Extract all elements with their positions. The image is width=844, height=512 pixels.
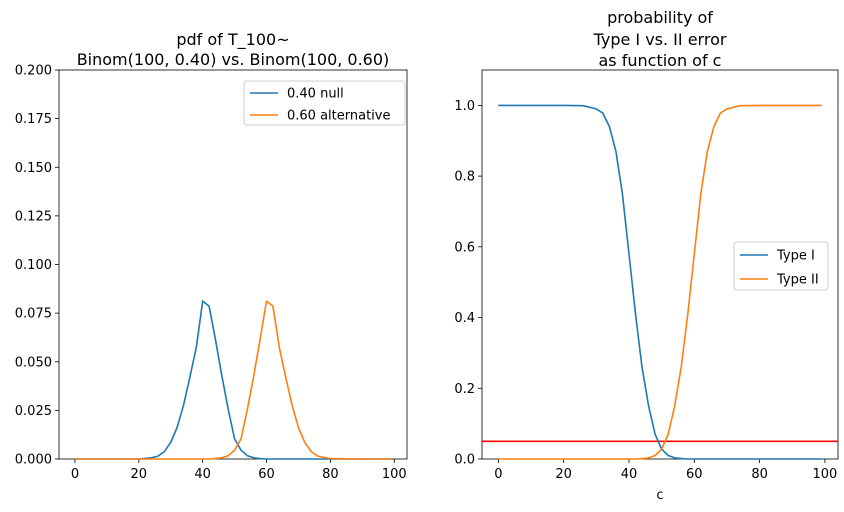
chart-title-line: as function of c: [599, 51, 722, 70]
x-tick-label: 20: [131, 467, 148, 482]
x-tick-label: 40: [194, 467, 211, 482]
legend-box: [243, 80, 406, 126]
chart-title-line: Type I vs. II error: [593, 30, 727, 49]
x-tick-label: 100: [382, 467, 407, 482]
series-line-2: [75, 300, 391, 460]
x-tick-label: 40: [621, 467, 638, 482]
legend-label: 0.60 alternative: [287, 109, 390, 124]
y-tick-label: 0.075: [15, 307, 52, 322]
x-tick-label: 0: [494, 467, 502, 482]
axes-frame: [58, 69, 408, 460]
y-tick-label: 0.150: [15, 161, 52, 176]
axes-frame: [481, 69, 839, 460]
y-tick-label: 0.0: [454, 453, 475, 468]
y-tick-label: 0.025: [15, 404, 52, 419]
x-tick-label: 60: [686, 467, 703, 482]
legend: Type I Type II: [733, 241, 829, 291]
series-line-2: [498, 104, 822, 460]
y-tick-label: 0.6: [454, 240, 475, 255]
chart-title-line: pdf of T_100~: [176, 30, 289, 50]
x-tick-label: 0: [71, 467, 79, 482]
legend-label: Type II: [776, 273, 819, 288]
y-tick-label: 0.000: [15, 453, 52, 468]
y-tick-label: 0.4: [454, 311, 475, 326]
y-tick-label: 0.2: [454, 382, 475, 397]
series-line-1: [75, 300, 391, 460]
chart-panel-1: pdf of T_100~Binom(100, 0.40) vs. Binom(…: [15, 30, 408, 482]
x-tick-label: 100: [813, 467, 838, 482]
y-tick-label: 0.125: [15, 209, 52, 224]
x-tick-label: 80: [751, 467, 768, 482]
x-tick-label: 20: [555, 467, 572, 482]
legend: 0.40 null 0.60 alternative: [243, 80, 406, 126]
chart-title-line: Binom(100, 0.40) vs. Binom(100, 0.60): [77, 50, 390, 69]
x-tick-label: 60: [258, 467, 275, 482]
y-tick-label: 1.0: [454, 99, 475, 114]
x-axis-label: c: [656, 488, 663, 503]
y-tick-label: 0.050: [15, 355, 52, 370]
chart-title-line: probability of: [607, 8, 713, 27]
y-tick-label: 0.100: [15, 258, 52, 273]
y-tick-label: 0.175: [15, 112, 52, 127]
y-tick-label: 0.8: [454, 170, 475, 185]
legend-label: Type I: [776, 249, 815, 264]
x-tick-label: 80: [322, 467, 339, 482]
y-tick-label: 0.200: [15, 64, 52, 79]
chart-panel-2: probability of Type I vs. II error as func…: [454, 8, 839, 503]
legend-label: 0.40 null: [287, 87, 344, 102]
legend-box: [733, 241, 829, 291]
